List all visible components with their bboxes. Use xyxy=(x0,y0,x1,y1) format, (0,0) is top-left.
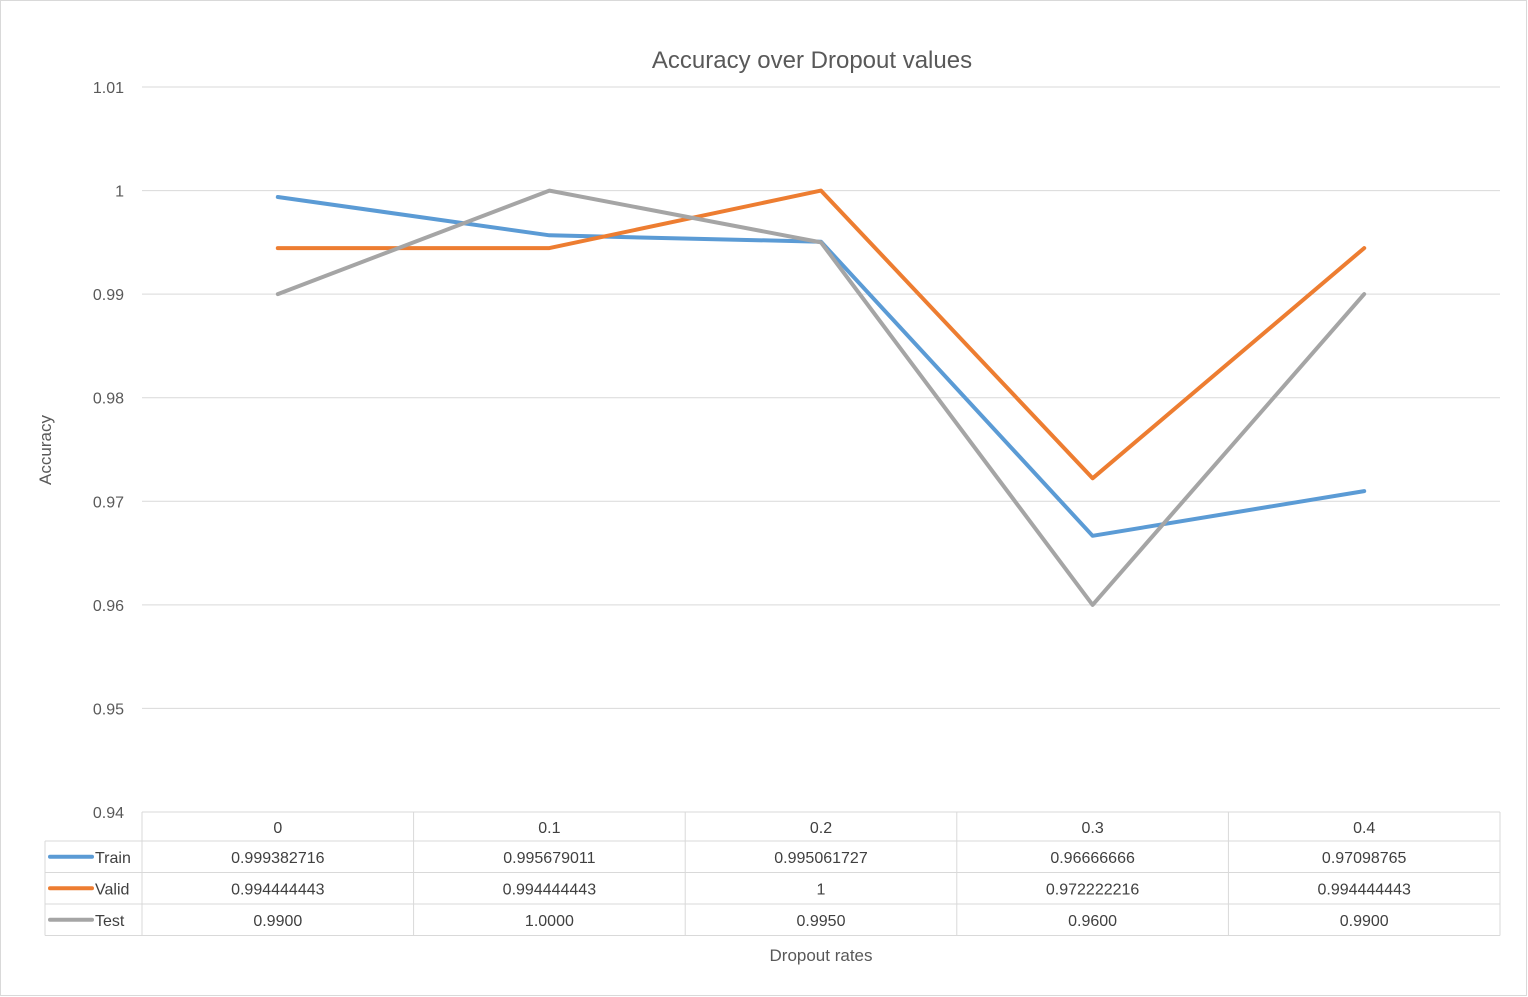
y-tick-label: 0.94 xyxy=(93,805,124,822)
y-axis-ticks: 1.01 1 0.99 0.98 0.97 0.96 0.95 0.94 xyxy=(93,80,124,822)
legend-label-train: Train xyxy=(95,850,131,867)
data-label: 0.9900 xyxy=(253,913,302,930)
y-tick-label: 0.97 xyxy=(93,494,124,511)
legend-label-valid: Valid xyxy=(95,881,129,898)
data-label: 0.994444443 xyxy=(231,881,325,898)
data-label: 0.96666666 xyxy=(1050,850,1135,867)
data-label: 0.999382716 xyxy=(231,850,325,867)
y-tick-label: 1.01 xyxy=(93,80,124,97)
series-line-valid xyxy=(275,188,1367,481)
grid-lines xyxy=(142,86,1500,709)
x-tick-label: 0 xyxy=(273,820,282,837)
data-label: 1.0000 xyxy=(525,913,574,930)
data-label: 0.9900 xyxy=(1340,913,1389,930)
y-axis-title: Accuracy xyxy=(36,415,55,485)
data-label: 0.994444443 xyxy=(1317,881,1411,898)
data-label: 0.97098765 xyxy=(1322,850,1407,867)
series-line-test xyxy=(275,188,1367,607)
y-tick-label: 1 xyxy=(115,184,124,201)
data-label: 1 xyxy=(817,881,826,898)
data-label: 0.9600 xyxy=(1068,913,1117,930)
data-table: 0 0.1 0.2 0.3 0.4 Train 0.999382716 0.995679011… xyxy=(44,811,1501,936)
x-tick-label: 0.3 xyxy=(1081,820,1103,837)
data-label: 0.995061727 xyxy=(774,850,868,867)
x-axis-title: Dropout rates xyxy=(770,946,873,965)
chart-title: Accuracy over Dropout values xyxy=(652,47,972,74)
y-tick-label: 0.98 xyxy=(93,391,124,408)
series-lines xyxy=(275,188,1367,607)
data-label: 0.995679011 xyxy=(503,850,595,867)
data-label: 0.9950 xyxy=(797,913,846,930)
data-label: 0.972222216 xyxy=(1046,881,1140,898)
x-tick-label: 0.2 xyxy=(810,820,832,837)
x-tick-label: 0.1 xyxy=(538,820,560,837)
x-tick-label: 0.4 xyxy=(1353,820,1375,837)
y-tick-label: 0.96 xyxy=(93,598,124,615)
y-tick-label: 0.95 xyxy=(93,701,124,718)
data-label: 0.994444443 xyxy=(503,881,597,898)
y-tick-label: 0.99 xyxy=(93,287,124,304)
legend-label-test: Test xyxy=(95,913,125,930)
